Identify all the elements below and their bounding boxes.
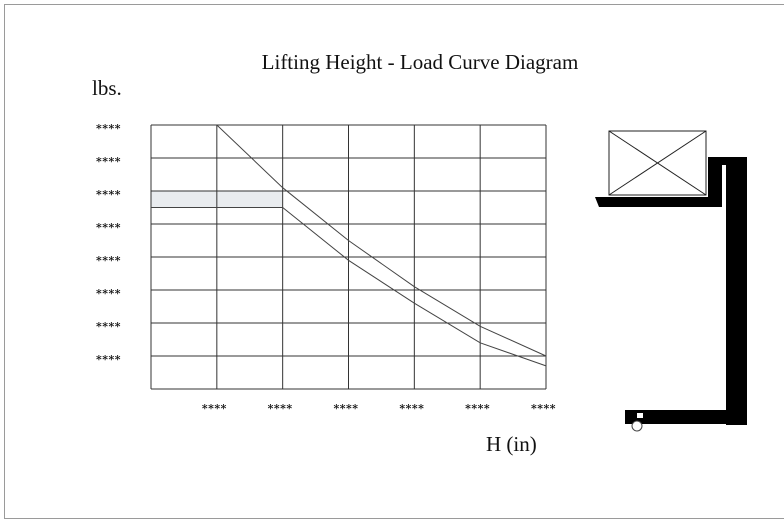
y-tick-label: **** [96, 353, 122, 366]
forklift-wheel [631, 420, 643, 432]
series-line-1 [216, 124, 547, 357]
chart-title: Lifting Height - Load Curve Diagram [261, 50, 579, 74]
y-axis-label: lbs. [92, 76, 122, 100]
series-line-2 [151, 207, 547, 367]
x-tick-label: **** [201, 402, 227, 415]
x-tick-label: **** [531, 402, 557, 415]
x-tick-label: **** [465, 402, 491, 415]
forklift-mast [595, 157, 747, 425]
y-tick-label: **** [96, 188, 122, 201]
x-axis-label: H (in) [486, 432, 537, 456]
y-tick-label: **** [96, 122, 122, 135]
y-tick-label: **** [96, 320, 122, 333]
x-tick-label: **** [267, 402, 293, 415]
load-box [608, 130, 707, 196]
x-tick-label: **** [333, 402, 359, 415]
y-tick-label: **** [96, 221, 122, 234]
figure-frame [4, 4, 784, 519]
x-tick-label: **** [399, 402, 425, 415]
y-tick-label: **** [96, 155, 122, 168]
y-tick-label: **** [96, 287, 122, 300]
y-tick-label: **** [96, 254, 122, 267]
